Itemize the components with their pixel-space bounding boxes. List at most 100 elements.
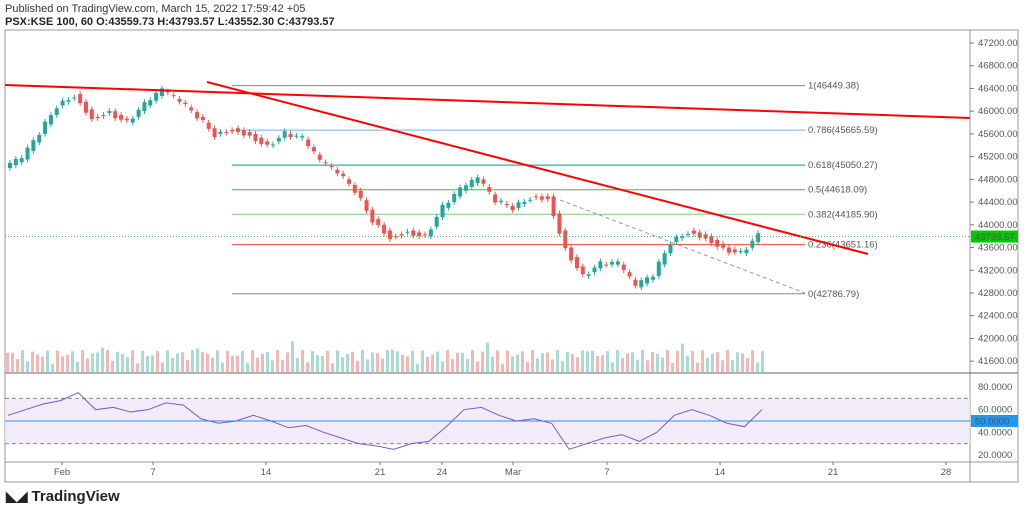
candle-body — [352, 185, 357, 193]
candle-body — [592, 267, 597, 273]
volume-bar — [546, 352, 549, 372]
candle-body — [13, 158, 18, 166]
volume-bars — [6, 341, 764, 372]
candle-body — [405, 231, 410, 233]
volume-bar — [576, 357, 579, 372]
volume-bar — [271, 360, 274, 372]
volume-bar — [176, 353, 179, 372]
candle-body — [686, 233, 691, 235]
volume-bar — [426, 356, 429, 372]
candle-body — [750, 240, 755, 248]
price-tick-label: 42400.00 — [978, 311, 1018, 322]
volume-bar — [51, 363, 54, 372]
volume-bar — [726, 350, 729, 372]
volume-bar — [266, 351, 269, 372]
candle-body — [650, 276, 655, 280]
volume-bar — [391, 349, 394, 372]
candle-body — [452, 193, 457, 203]
volume-bar — [281, 359, 284, 372]
candles — [8, 85, 761, 291]
volume-bar — [291, 341, 294, 372]
volume-bar — [146, 355, 149, 372]
time-label: 24 — [437, 467, 448, 478]
candle-body — [522, 201, 527, 204]
volume-bar — [661, 357, 664, 372]
candle-body — [288, 133, 293, 138]
price-axis[interactable]: 47200.00 46800.00 46400.00 46000.00 45600.00… — [5, 38, 1018, 367]
price-tick-label: 43200.00 — [978, 265, 1018, 276]
volume-bar — [6, 352, 9, 372]
volume-bar — [106, 350, 109, 372]
volume-bar — [61, 356, 64, 372]
dashed-trendline[interactable] — [559, 199, 806, 294]
candle-body — [370, 209, 375, 223]
volume-bar — [716, 352, 719, 372]
volume-bar — [141, 350, 144, 372]
volume-bar — [566, 351, 569, 372]
candle-body — [130, 118, 135, 123]
fib-retracement[interactable]: 1(46449.38) 0.786(45665.59) 0.618(45050.27… — [232, 81, 878, 300]
volume-bar — [341, 357, 344, 372]
candle-body — [83, 101, 88, 113]
candle-body — [551, 196, 556, 217]
volume-bar — [691, 350, 694, 372]
volume-bar — [216, 350, 219, 372]
trendline-upper[interactable] — [4, 84, 971, 119]
candle-body — [615, 261, 620, 265]
time-axis[interactable]: Feb 7 14 21 24 Mar 7 14 21 28 — [54, 462, 951, 478]
candle-body — [569, 247, 574, 261]
candle-body — [8, 162, 12, 168]
trendline-lower[interactable] — [206, 81, 869, 255]
candle-body — [458, 187, 463, 197]
volume-bar — [201, 352, 204, 372]
candle-body — [72, 97, 77, 99]
volume-bar — [336, 350, 339, 372]
volume-bar — [166, 350, 169, 372]
candle-body — [171, 95, 176, 97]
volume-bar — [111, 360, 114, 372]
candle-body — [668, 244, 673, 254]
rsi-line — [7, 392, 763, 450]
candle-body — [48, 114, 53, 125]
volume-bar — [421, 350, 424, 372]
volume-bar — [66, 354, 69, 372]
volume-bar — [416, 363, 419, 372]
candle-body — [335, 169, 340, 174]
volume-bar — [331, 363, 334, 372]
candle-body — [469, 179, 474, 187]
volume-bar — [551, 359, 554, 372]
volume-bar — [511, 356, 514, 372]
candle-body — [165, 91, 170, 93]
candle-body — [271, 144, 276, 146]
candle-body — [475, 177, 480, 184]
candle-body — [656, 261, 661, 276]
volume-bar — [251, 350, 254, 372]
price-tick-label: 42800.00 — [978, 288, 1018, 299]
volume-bar — [196, 348, 199, 372]
volume-bar — [161, 362, 164, 372]
candle-body — [498, 200, 503, 203]
price-tick-label: 45200.00 — [978, 152, 1018, 163]
rsi-tick-label: 80.0000 — [978, 382, 1012, 393]
volume-bar — [536, 358, 539, 372]
candle-body — [124, 118, 129, 121]
volume-bar — [501, 363, 504, 372]
candle-body — [487, 186, 492, 192]
candle-body — [148, 100, 153, 106]
candle-body — [306, 139, 311, 147]
candle-body — [247, 132, 252, 136]
volume-bar — [246, 362, 249, 372]
volume-bar — [396, 351, 399, 372]
volume-bar — [491, 356, 494, 372]
price-tick-label: 42000.00 — [978, 333, 1018, 344]
volume-bar — [466, 358, 469, 372]
volume-bar — [311, 351, 314, 372]
volume-bar — [206, 353, 209, 372]
price-tick-label: 45600.00 — [978, 129, 1018, 140]
candle-body — [534, 196, 539, 198]
volume-bar — [561, 360, 564, 372]
candle-body — [645, 277, 650, 284]
candle-body — [364, 200, 369, 211]
candle-body — [323, 162, 328, 164]
